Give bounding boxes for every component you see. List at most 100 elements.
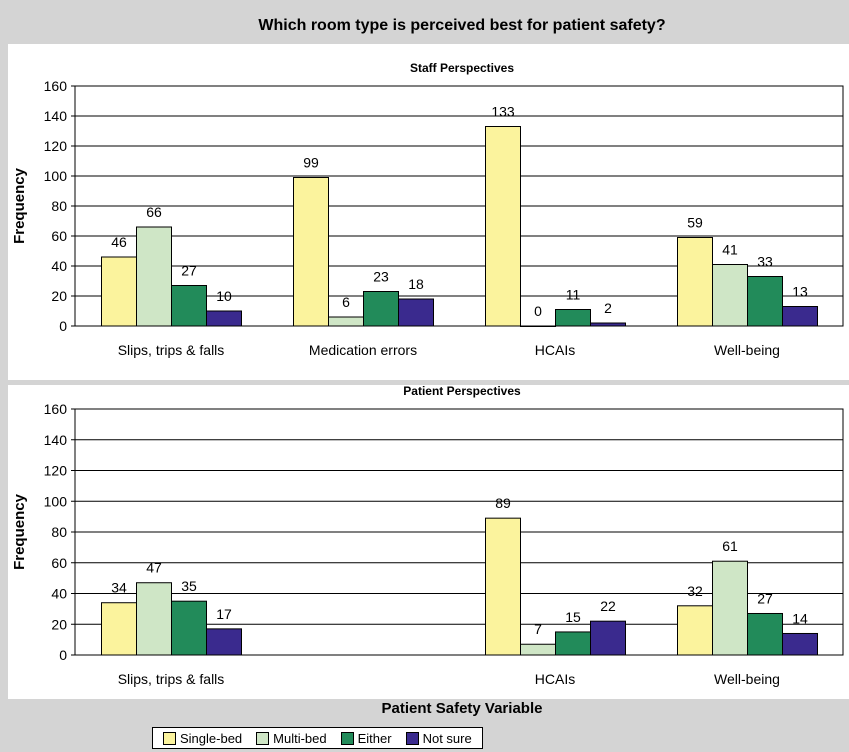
data-label: 0	[534, 303, 542, 319]
legend-item-either: Either	[340, 730, 392, 746]
panel-subtitle: Patient Perspectives	[403, 384, 521, 398]
y-tick-label: 60	[51, 555, 67, 571]
data-label: 23	[373, 269, 389, 285]
legend-label: Either	[357, 730, 392, 746]
data-label: 14	[792, 610, 808, 626]
bar-multi-bed	[520, 643, 556, 656]
data-label: 34	[111, 580, 127, 596]
legend-swatch	[405, 731, 419, 745]
bar-either	[363, 291, 399, 327]
data-label: 46	[111, 234, 127, 250]
bar-not-sure	[206, 628, 242, 656]
legend-label: Multi-bed	[273, 730, 327, 746]
data-label: 89	[495, 495, 511, 511]
data-label: 99	[303, 155, 319, 171]
bar-not-sure	[206, 310, 242, 327]
x-tick-label: HCAIs	[535, 671, 575, 687]
bar-either	[171, 600, 207, 656]
y-tick-label: 160	[44, 401, 68, 417]
panel-subtitle: Staff Perspectives	[410, 61, 514, 75]
data-label: 59	[687, 215, 703, 231]
data-label: 15	[565, 609, 581, 625]
x-tick-label: Well-being	[714, 671, 780, 687]
y-tick-label: 80	[51, 198, 67, 214]
data-label: 35	[181, 578, 197, 594]
bar-not-sure	[398, 298, 434, 327]
data-label: 6	[342, 294, 350, 310]
bar-single-bed	[677, 237, 713, 327]
bar-single-bed	[101, 256, 137, 327]
y-axis-label: Frequency	[11, 167, 28, 244]
x-axis-label: Patient Safety Variable	[382, 700, 543, 717]
data-label: 32	[687, 583, 703, 599]
bar-multi-bed	[328, 316, 364, 327]
plot-area	[74, 85, 844, 327]
data-label: 61	[722, 538, 738, 554]
bar-single-bed	[485, 126, 521, 327]
data-label: 17	[216, 606, 232, 622]
bar-either	[747, 276, 783, 327]
panel-background	[8, 44, 849, 380]
bar-not-sure	[590, 322, 626, 327]
bar-not-sure	[590, 620, 626, 656]
y-tick-label: 40	[51, 586, 67, 602]
x-tick-label: Medication errors	[309, 342, 417, 358]
bar-not-sure	[782, 632, 818, 656]
legend-label: Single-bed	[180, 730, 243, 746]
legend-item-multi-bed: Multi-bed	[256, 730, 327, 746]
data-label: 41	[722, 242, 738, 258]
y-tick-label: 100	[44, 168, 68, 184]
data-label: 27	[757, 590, 773, 606]
chart-title: Which room type is perceived best for pa…	[258, 17, 665, 34]
x-tick-label: Slips, trips & falls	[118, 342, 225, 358]
bar-single-bed	[485, 517, 521, 656]
data-label: 13	[792, 284, 808, 300]
legend-item-not-sure: Not sure	[405, 730, 472, 746]
y-tick-label: 100	[44, 493, 68, 509]
y-tick-label: 160	[44, 78, 68, 94]
bar-either	[555, 309, 591, 327]
y-tick-label: 20	[51, 616, 67, 632]
data-label: 7	[534, 621, 542, 637]
bar-single-bed	[101, 602, 137, 656]
bar-single-bed	[677, 605, 713, 656]
y-tick-label: 0	[59, 647, 67, 663]
y-axis-label: Frequency	[11, 493, 28, 570]
legend-swatch	[256, 731, 270, 745]
legend-swatch	[340, 731, 354, 745]
y-tick-label: 0	[59, 318, 67, 334]
y-tick-label: 80	[51, 524, 67, 540]
bar-not-sure	[782, 306, 818, 327]
x-tick-label: HCAIs	[535, 342, 575, 358]
x-tick-label: Slips, trips & falls	[118, 671, 225, 687]
legend-label: Not sure	[422, 730, 472, 746]
plot-area	[74, 408, 844, 656]
x-tick-label: Well-being	[714, 342, 780, 358]
data-label: 11	[566, 287, 581, 303]
y-tick-label: 40	[51, 258, 67, 274]
bar-multi-bed	[712, 560, 748, 656]
data-label: 27	[181, 263, 197, 279]
y-tick-label: 140	[44, 432, 68, 448]
data-label: 33	[757, 254, 773, 270]
y-tick-label: 140	[44, 108, 68, 124]
data-label: 133	[491, 104, 515, 120]
bar-either	[171, 285, 207, 327]
y-tick-label: 120	[44, 463, 68, 479]
y-tick-label: 60	[51, 228, 67, 244]
legend: Single-bed Multi-bed Either Not sure	[152, 727, 483, 749]
y-tick-label: 120	[44, 138, 68, 154]
data-label: 2	[604, 300, 612, 316]
bar-multi-bed	[712, 264, 748, 327]
bar-either	[747, 612, 783, 656]
bar-either	[555, 631, 591, 656]
data-label: 22	[600, 598, 616, 614]
data-label: 10	[216, 288, 232, 304]
legend-item-single-bed: Single-bed	[163, 731, 242, 746]
bar-multi-bed	[520, 325, 556, 327]
bar-single-bed	[293, 177, 329, 327]
data-label: 66	[146, 204, 162, 220]
legend-swatch	[163, 731, 176, 745]
